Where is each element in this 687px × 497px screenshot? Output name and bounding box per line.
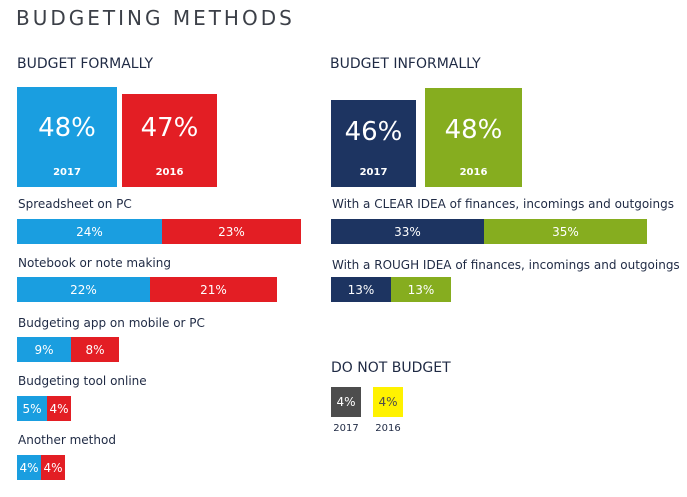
formal-total-2017-value: 48% xyxy=(38,113,96,143)
formal-total-2017: 48% 2017 xyxy=(17,87,117,187)
informal-total-2016: 48% 2016 xyxy=(425,88,522,187)
formal-bar-2017: 4% xyxy=(17,455,41,480)
informal-bar-2016: 35% xyxy=(484,219,647,244)
informal-total-2017-value: 46% xyxy=(344,117,403,147)
formal-bar-2017: 5% xyxy=(17,396,47,421)
none-total-2016: 4% xyxy=(373,387,403,417)
formal-bar-2016: 4% xyxy=(41,455,65,480)
informal-category-label: With a ROUGH IDEA of finances, incomings… xyxy=(332,258,680,272)
formal-total-2017-year: 2017 xyxy=(53,167,81,178)
formal-bar-2017: 9% xyxy=(17,337,71,362)
informal-bar-2016: 13% xyxy=(391,277,451,302)
formal-category-label: Budgeting tool online xyxy=(18,374,147,388)
formal-bar-2016: 21% xyxy=(150,277,277,302)
none-year-2017: 2017 xyxy=(333,423,359,434)
formal-category-label: Spreadsheet on PC xyxy=(18,197,132,211)
formal-total-2016-year: 2016 xyxy=(155,167,184,178)
none-total-2017: 4% xyxy=(331,387,361,417)
formal-bar-2017: 24% xyxy=(17,219,162,244)
informal-total-2016-year: 2016 xyxy=(459,167,488,178)
none-year-2016: 2016 xyxy=(375,423,401,434)
formal-bar-2016: 8% xyxy=(71,337,119,362)
formal-bar-2016: 23% xyxy=(162,219,301,244)
formal-bar-2017: 22% xyxy=(17,277,150,302)
informal-category-label: With a CLEAR IDEA of finances, incomings… xyxy=(332,197,674,211)
page-title: BUDGETING METHODS xyxy=(16,6,295,30)
formal-total-2016-value: 47% xyxy=(140,113,199,143)
formal-bar-2016: 4% xyxy=(47,396,71,421)
formal-total-2016: 47% 2016 xyxy=(122,94,217,187)
informal-bar-2017: 33% xyxy=(331,219,484,244)
informal-bar-2017: 13% xyxy=(331,277,391,302)
informal-total-2017-year: 2017 xyxy=(359,167,388,178)
formal-category-label: Notebook or note making xyxy=(18,256,171,270)
informal-total-2016-value: 48% xyxy=(444,115,503,145)
informal-heading: BUDGET INFORMALLY xyxy=(330,56,481,72)
formal-category-label: Budgeting app on mobile or PC xyxy=(18,316,205,330)
formal-category-label: Another method xyxy=(18,433,116,447)
formal-heading: BUDGET FORMALLY xyxy=(17,56,154,72)
informal-total-2017: 46% 2017 xyxy=(331,100,416,187)
none-heading: DO NOT BUDGET xyxy=(331,360,451,376)
